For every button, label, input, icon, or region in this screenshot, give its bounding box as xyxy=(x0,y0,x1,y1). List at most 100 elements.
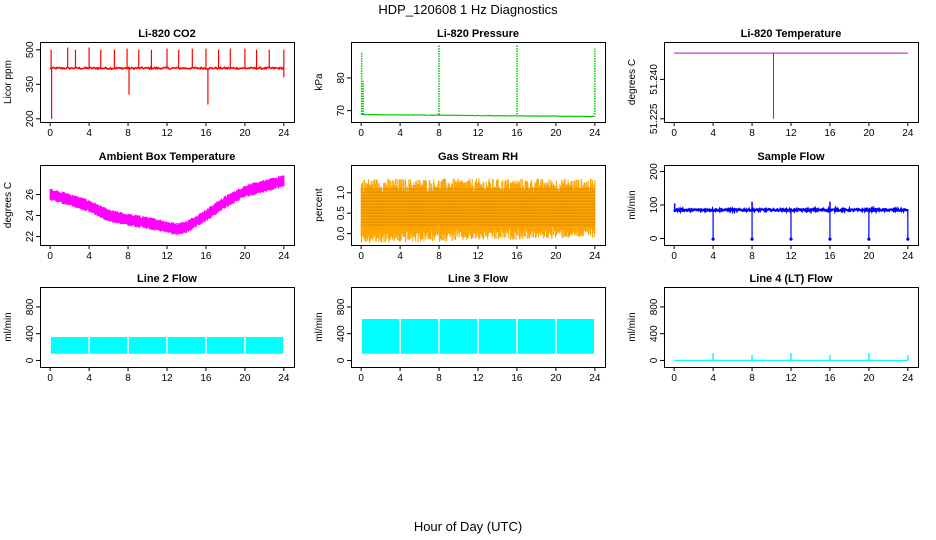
y-axis-label: ml/min xyxy=(3,312,14,341)
x-tick-label: 4 xyxy=(86,128,92,139)
y-axis-label: ml/min xyxy=(314,312,325,341)
panel-title: Sample Flow xyxy=(757,151,825,163)
x-tick-label: 0 xyxy=(671,128,677,139)
x-tick-label: 24 xyxy=(902,373,914,384)
x-tick-label: 24 xyxy=(589,128,601,139)
dip-point xyxy=(750,237,754,241)
y-axis-label: Licor ppm xyxy=(3,60,14,104)
y-tick-label: 0.0 xyxy=(336,226,347,240)
x-tick-label: 24 xyxy=(589,251,601,262)
y-tick-label: 26 xyxy=(25,188,36,200)
panel-9-data xyxy=(674,353,909,362)
rh-band xyxy=(360,178,596,243)
panel-5: 0 4 8 12 16 20 24 0.0 0.5 1.0 Gas Stream RH percent xyxy=(314,151,606,262)
y-tick-label: 800 xyxy=(25,298,36,315)
x-tick-label: 4 xyxy=(397,373,403,384)
y-tick-label: 0 xyxy=(649,235,660,241)
x-tick-label: 24 xyxy=(902,128,914,139)
flow-band-segment xyxy=(517,318,556,354)
y-tick-label: 0 xyxy=(25,357,36,363)
x-tick-label: 8 xyxy=(125,373,131,384)
y-tick-label: 400 xyxy=(25,325,36,342)
x-tick-label: 24 xyxy=(278,251,290,262)
x-tick-label: 16 xyxy=(511,251,523,262)
x-tick-label: 20 xyxy=(863,128,875,139)
x-tick-label: 4 xyxy=(397,128,403,139)
x-tick-label: 8 xyxy=(436,251,442,262)
y-tick-label: 0 xyxy=(649,357,660,363)
y-tick-label: 0.5 xyxy=(336,206,347,220)
y-tick-label: 200 xyxy=(25,110,36,127)
x-tick-label: 0 xyxy=(47,128,53,139)
panel-title: Ambient Box Temperature xyxy=(99,151,236,163)
x-tick-label: 24 xyxy=(278,128,290,139)
dip-point xyxy=(828,237,832,241)
y-tick-label: 51.240 xyxy=(649,64,660,95)
y-tick-label: 70 xyxy=(336,105,347,117)
x-tick-label: 20 xyxy=(550,128,562,139)
panel-4-data xyxy=(49,175,285,236)
x-tick-label: 12 xyxy=(161,373,173,384)
x-tick-label: 16 xyxy=(511,128,523,139)
dip-point xyxy=(711,237,715,241)
x-tick-label: 8 xyxy=(125,128,131,139)
y-axis-label: degrees C xyxy=(627,59,638,105)
x-tick-label: 20 xyxy=(239,373,251,384)
panel-title: Gas Stream RH xyxy=(438,151,518,163)
y-tick-label: 80 xyxy=(336,72,347,84)
x-tick-label: 4 xyxy=(710,373,716,384)
y-tick-label: 800 xyxy=(649,298,660,315)
series-line xyxy=(361,113,595,118)
plot-frame xyxy=(40,287,295,368)
y-tick-label: 400 xyxy=(649,325,660,342)
x-tick-label: 20 xyxy=(863,373,875,384)
x-tick-label: 4 xyxy=(86,251,92,262)
x-tick-label: 8 xyxy=(436,128,442,139)
flow-band-segment xyxy=(439,318,478,354)
panel-6: 0 4 8 12 16 20 24 0 100 200 Sample Flow ml/min xyxy=(627,151,919,262)
y-tick-label: 500 xyxy=(25,41,36,58)
panel-8: 0 4 8 12 16 20 24 0 400 800 Line 3 Flow ml/min xyxy=(314,273,606,384)
x-tick-label: 20 xyxy=(239,128,251,139)
x-tick-label: 16 xyxy=(511,373,523,384)
x-tick-label: 4 xyxy=(710,251,716,262)
y-tick-label: 24 xyxy=(25,210,36,222)
x-tick-label: 8 xyxy=(125,251,131,262)
y-axis-label: percent xyxy=(314,188,325,222)
x-tick-label: 8 xyxy=(749,128,755,139)
y-axis-label: degrees C xyxy=(3,182,14,228)
panel-1: 0 4 8 12 16 20 24 200 350 500 Li-820 CO2 Licor ppm xyxy=(3,28,295,139)
y-axis-label: ml/min xyxy=(627,190,638,219)
temperature-band xyxy=(49,175,285,236)
x-tick-label: 12 xyxy=(785,128,797,139)
dip-point xyxy=(906,237,910,241)
panel-3: 0 4 8 12 16 20 24 51.225 51.240 Li-820 Temperatur… xyxy=(627,28,919,139)
y-tick-label: 400 xyxy=(336,325,347,342)
y-tick-label: 22 xyxy=(25,231,36,243)
panel-8-data xyxy=(361,318,595,354)
y-tick-label: 350 xyxy=(25,76,36,93)
flow-band-segment xyxy=(89,337,128,354)
panel-title: Li-820 Temperature xyxy=(741,28,842,40)
x-tick-label: 16 xyxy=(824,373,836,384)
flow-band-segment xyxy=(50,337,89,354)
x-tick-label: 4 xyxy=(397,251,403,262)
panel-3-data xyxy=(674,52,908,119)
x-tick-label: 0 xyxy=(671,373,677,384)
panel-4: 0 4 8 12 16 20 24 22 24 26 Ambient Box Temperature… xyxy=(3,151,295,262)
x-tick-label: 20 xyxy=(550,251,562,262)
x-tick-label: 4 xyxy=(86,373,92,384)
panel-title: Li-820 Pressure xyxy=(437,28,519,40)
y-tick-label: 1.0 xyxy=(336,185,347,199)
x-tick-label: 0 xyxy=(47,373,53,384)
panel-5-data xyxy=(360,178,596,243)
y-tick-label: 0 xyxy=(336,357,347,363)
y-tick-label: 51.225 xyxy=(649,103,660,134)
x-tick-label: 20 xyxy=(550,373,562,384)
x-tick-label: 16 xyxy=(200,251,212,262)
x-tick-label: 0 xyxy=(47,251,53,262)
x-tick-label: 12 xyxy=(472,128,484,139)
x-tick-label: 24 xyxy=(278,373,290,384)
x-tick-label: 24 xyxy=(902,251,914,262)
